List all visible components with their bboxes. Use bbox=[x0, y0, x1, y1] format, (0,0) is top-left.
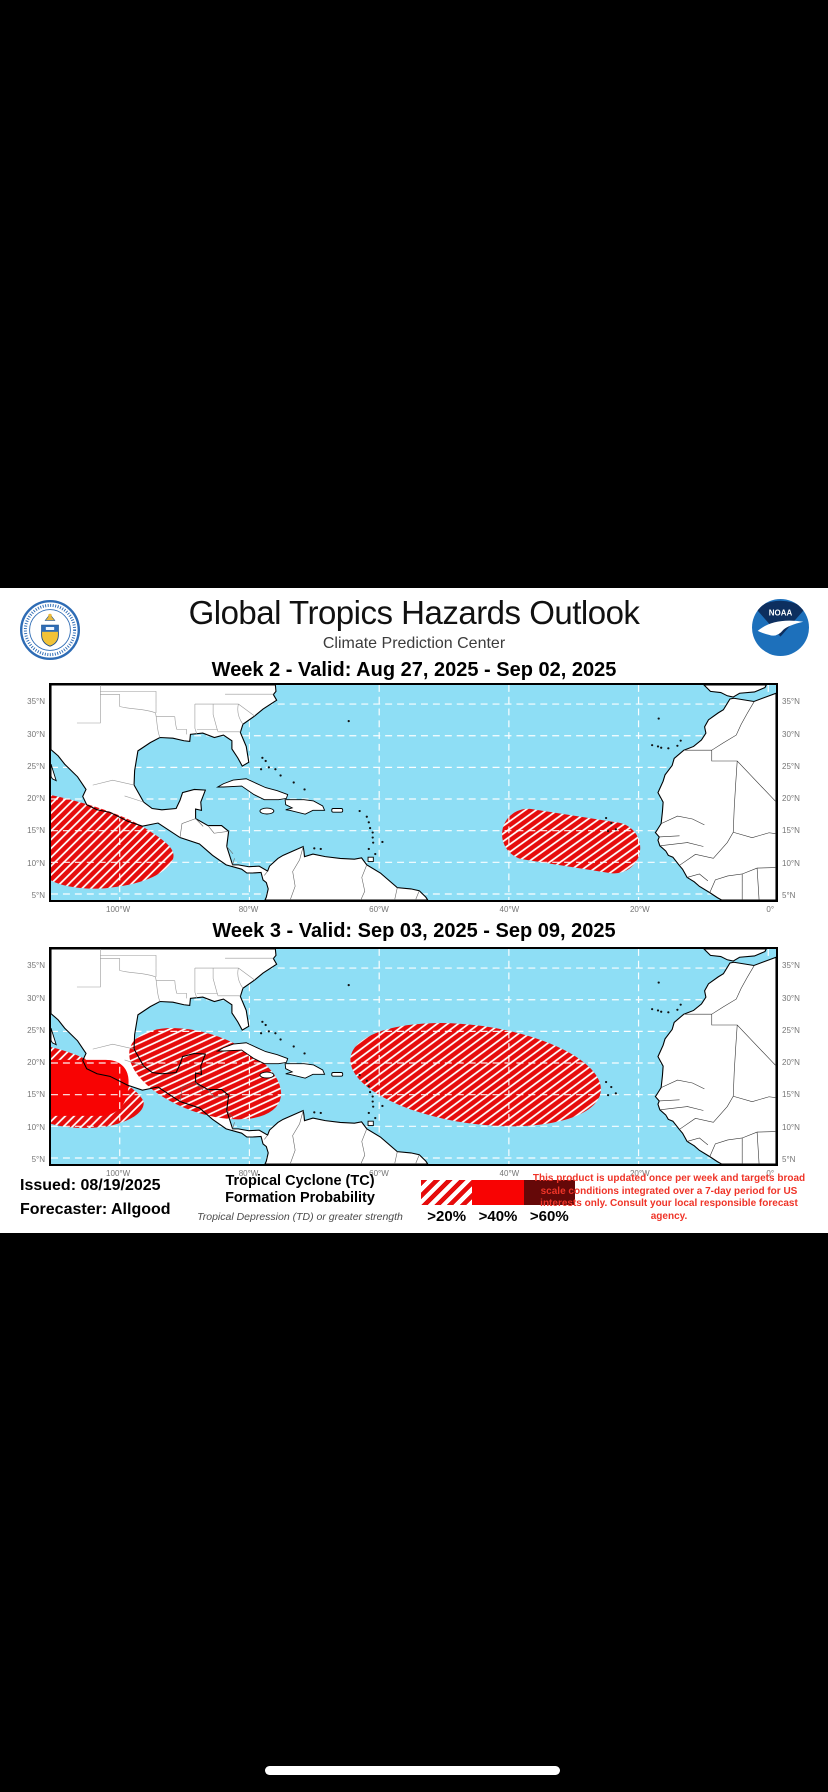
legend-swatch-20pct bbox=[421, 1180, 473, 1205]
week2-lat-labels-right: 35°N 30°N 25°N 20°N 15°N 10°N 5°N bbox=[782, 683, 812, 902]
lat-tick-label: 35°N bbox=[27, 697, 45, 707]
week3-lon-labels: 100°W 80°W 60°W 40°W 20°W 0° bbox=[49, 1169, 778, 1181]
week2-title: Week 2 - Valid: Aug 27, 2025 - Sep 02, 2… bbox=[211, 659, 617, 681]
dept-of-commerce-seal-icon bbox=[20, 600, 80, 660]
lat-tick-label: 20°N bbox=[782, 794, 800, 804]
home-indicator[interactable] bbox=[265, 1766, 560, 1775]
lat-tick-label: 20°N bbox=[782, 1058, 800, 1068]
lat-tick-label: 25°N bbox=[27, 1025, 45, 1035]
legend-color-bar bbox=[421, 1180, 575, 1205]
noaa-logo-text: NOAA bbox=[769, 609, 793, 618]
week2-lon-labels: 100°W 80°W 60°W 40°W 20°W 0° bbox=[49, 905, 778, 917]
lon-tick-label: 60°W bbox=[369, 905, 389, 914]
outlook-graphic: Global Tropics Hazards Outlook Climate P… bbox=[0, 588, 828, 1233]
lon-tick-label: 0° bbox=[766, 1169, 775, 1178]
page-title: Global Tropics Hazards Outlook bbox=[188, 594, 640, 631]
lat-tick-label: 10°N bbox=[782, 858, 800, 868]
week2-hazard-epac-20pct bbox=[51, 794, 174, 889]
lon-tick-label: 40°W bbox=[499, 905, 520, 914]
lat-tick-label: 15°N bbox=[782, 1090, 800, 1100]
lat-tick-label: 5°N bbox=[782, 1154, 796, 1164]
lat-tick-label: 35°N bbox=[782, 697, 800, 707]
lat-tick-label: 5°N bbox=[782, 890, 796, 900]
lon-tick-label: 40°W bbox=[499, 1169, 520, 1178]
legend-title: Tropical Cyclone (TC) Formation Probabil… bbox=[155, 1173, 445, 1223]
issued-date: Issued: 08/19/2025 bbox=[20, 1177, 161, 1194]
legend-label-40pct: >40% bbox=[478, 1208, 518, 1225]
lat-tick-label: 10°N bbox=[27, 1122, 45, 1132]
week2-lat-labels-left: 35°N 30°N 25°N 20°N 15°N 10°N 5°N bbox=[15, 683, 45, 902]
lat-tick-label: 15°N bbox=[27, 1090, 45, 1100]
week3-lat-labels-left: 35°N 30°N 25°N 20°N 15°N 10°N 5°N bbox=[15, 947, 45, 1166]
legend-title-line1: Tropical Cyclone (TC) bbox=[225, 1173, 375, 1189]
lat-tick-label: 15°N bbox=[782, 826, 800, 836]
legend-swatch-60pct bbox=[523, 1180, 575, 1205]
week3-lat-labels-right: 35°N 30°N 25°N 20°N 15°N 10°N 5°N bbox=[782, 947, 812, 1166]
lat-tick-label: 10°N bbox=[27, 858, 45, 868]
forecaster-name: Forecaster: Allgood bbox=[20, 1201, 171, 1218]
legend-labels: >20% >40% >60% bbox=[421, 1208, 575, 1225]
lon-tick-label: 20°W bbox=[629, 905, 650, 914]
legend-label-20pct: >20% bbox=[427, 1208, 467, 1225]
lat-tick-label: 35°N bbox=[782, 961, 800, 971]
lat-tick-label: 10°N bbox=[782, 1122, 800, 1132]
week3-hazard-atlantic-20pct bbox=[350, 1023, 601, 1127]
lon-tick-label: 0° bbox=[766, 905, 775, 914]
legend-subtitle: Tropical Depression (TD) or greater stre… bbox=[197, 1211, 403, 1223]
legend-title-line2: Formation Probability bbox=[225, 1190, 375, 1206]
week2-map bbox=[49, 683, 778, 902]
lat-tick-label: 25°N bbox=[27, 761, 45, 771]
lon-tick-label: 100°W bbox=[106, 1169, 131, 1178]
lat-tick-label: 25°N bbox=[782, 1025, 800, 1035]
lat-tick-label: 35°N bbox=[27, 961, 45, 971]
lat-tick-label: 20°N bbox=[27, 1058, 45, 1068]
week2-hazard-atlantic-20pct bbox=[502, 808, 641, 874]
lat-tick-label: 20°N bbox=[27, 794, 45, 804]
disclaimer-text: This product is updated once per week an… bbox=[532, 1173, 806, 1222]
legend-label-60pct: >60% bbox=[529, 1208, 569, 1225]
week3-hazard-epac-40pct bbox=[51, 1059, 129, 1116]
lon-tick-label: 20°W bbox=[629, 1169, 650, 1178]
lat-tick-label: 30°N bbox=[27, 729, 45, 739]
lat-tick-label: 30°N bbox=[27, 993, 45, 1003]
lat-tick-label: 5°N bbox=[31, 1154, 45, 1164]
legend-swatch-40pct bbox=[472, 1180, 524, 1205]
lat-tick-label: 15°N bbox=[27, 826, 45, 836]
lon-tick-label: 80°W bbox=[238, 1169, 259, 1178]
week3-map bbox=[49, 947, 778, 1166]
lon-tick-label: 60°W bbox=[369, 1169, 389, 1178]
lat-tick-label: 5°N bbox=[31, 890, 45, 900]
lat-tick-label: 30°N bbox=[782, 993, 800, 1003]
noaa-logo-icon: NOAA bbox=[752, 599, 809, 656]
page-subtitle: Climate Prediction Center bbox=[322, 635, 506, 652]
lat-tick-label: 30°N bbox=[782, 729, 800, 739]
week3-title: Week 3 - Valid: Sep 03, 2025 - Sep 09, 2… bbox=[212, 920, 616, 942]
lon-tick-label: 80°W bbox=[238, 905, 259, 914]
lat-tick-label: 25°N bbox=[782, 761, 800, 771]
lon-tick-label: 100°W bbox=[106, 905, 131, 914]
